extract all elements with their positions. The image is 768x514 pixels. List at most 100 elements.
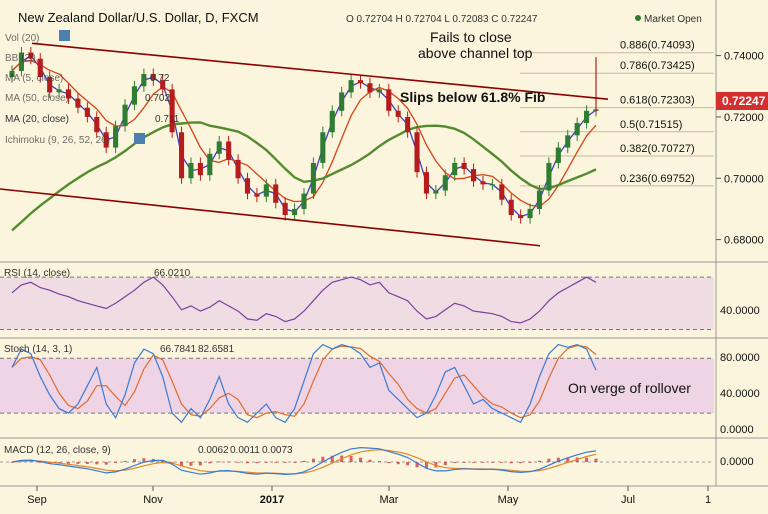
macd-hist-bar <box>556 457 560 462</box>
ma50-value: 0.702 <box>145 93 170 104</box>
ma5-label: MA (5, close) <box>5 73 63 84</box>
ma20-label: MA (20, close) <box>5 114 69 125</box>
macd-hist-bar <box>377 461 381 462</box>
channel-bottom <box>0 188 541 247</box>
x-tick-label: Sep <box>27 494 47 506</box>
eye-icon[interactable] <box>59 30 70 41</box>
candle-body <box>508 199 514 216</box>
candle-body <box>216 141 222 154</box>
candle-body <box>489 184 495 186</box>
macd-hist-bar <box>227 461 231 463</box>
candle-body <box>103 132 109 148</box>
price-tick-label: 0.70000 <box>724 173 764 185</box>
candle-body <box>188 162 194 179</box>
macd-hist-bar <box>415 462 419 468</box>
candle-body <box>131 86 138 105</box>
stoch-tick: 40.0000 <box>720 388 760 400</box>
rsi-value: 66.0210 <box>154 268 191 279</box>
candle-body <box>28 52 34 59</box>
ma5-value: 0.72 <box>150 73 170 84</box>
candle-body <box>555 147 561 163</box>
macd-hist-bar <box>198 462 202 466</box>
channel-lines <box>0 42 609 247</box>
macd-lines <box>0 446 714 476</box>
candle-body <box>273 184 279 203</box>
rsi-tick: 40.0000 <box>720 305 760 317</box>
x-tick-label: Mar <box>380 494 399 506</box>
candle-body <box>178 132 185 179</box>
macd-hist-bar <box>311 458 315 462</box>
channel-top <box>31 42 609 100</box>
price-axis <box>716 0 768 509</box>
rsi-band <box>0 276 714 330</box>
macd-hist-bar <box>48 462 52 464</box>
candle-body <box>207 153 213 176</box>
macd-hist-bar <box>321 456 325 462</box>
price-tick-label: 0.74000 <box>724 51 764 63</box>
price-badge-value: 0.72247 <box>722 94 766 108</box>
candle-body <box>367 83 373 93</box>
candle-body <box>301 193 307 209</box>
macd-hist-bar <box>406 462 410 466</box>
vol-label: Vol (20) <box>5 33 39 44</box>
ohlc-readout: O 0.72704 H 0.72704 L 0.72083 C 0.72247 <box>346 14 538 25</box>
chart-title: New Zealand Dollar/U.S. Dollar, D, FXCM <box>18 10 259 25</box>
stoch-tick: 80.0000 <box>720 352 760 364</box>
macd-hist-bar <box>359 457 363 462</box>
fib-level-label: 0.786(0.73425) <box>620 60 695 72</box>
candle-body <box>452 162 458 176</box>
candle-body <box>499 184 505 200</box>
candle-body <box>282 202 288 216</box>
fib-level-label: 0.618(0.72303) <box>620 95 695 107</box>
stoch-k-value: 66.7841 <box>160 344 197 355</box>
candle-body <box>584 110 590 124</box>
macd-hist-bar <box>396 462 400 465</box>
fib-level-label: 0.5(0.71515) <box>620 119 682 131</box>
stoch-label: Stoch (14, 3, 1) <box>4 344 72 355</box>
candle-body <box>226 141 232 160</box>
stoch-lines <box>11 343 597 424</box>
macd-label: MACD (12, 26, close, 9) <box>4 445 111 456</box>
macd-hist-bar <box>387 462 391 464</box>
rsi-band-fill <box>0 277 714 330</box>
candle-body <box>254 193 260 197</box>
ma20-value: 0.711 <box>155 114 180 125</box>
macd-hist-bar <box>368 459 372 462</box>
macd-hist-bar <box>142 458 146 462</box>
macd-tick: 0.0000 <box>720 456 754 468</box>
macd-hist-bar <box>330 455 334 462</box>
candle-body <box>348 80 354 93</box>
price-pane <box>0 0 716 262</box>
macd-hist-bar <box>245 462 249 464</box>
macd-hist-bar <box>462 462 466 463</box>
macd-hist-bar <box>274 462 278 463</box>
macd-hist-bar <box>490 462 494 463</box>
price-tick-label: 0.72000 <box>724 112 764 124</box>
price-tick-label: 0.68000 <box>724 235 764 247</box>
candle-body <box>37 58 43 78</box>
candle-body <box>414 132 420 173</box>
price-badge <box>716 92 768 110</box>
candle-body <box>150 74 156 81</box>
candle-body <box>235 159 241 179</box>
macd-hist-bar <box>67 462 71 464</box>
macd-series <box>11 446 597 476</box>
macd-hist-bar <box>500 462 504 463</box>
macd-hist-bar <box>424 462 428 469</box>
candle-body <box>75 98 81 108</box>
annotation-fails-line2: above channel top <box>418 45 533 61</box>
x-tick-label: 1 <box>705 494 711 506</box>
candle-body <box>113 126 119 148</box>
market-status-icon <box>635 15 641 21</box>
candle-body <box>329 110 335 133</box>
macd-hist-bar <box>264 462 268 463</box>
macd-hist-bar <box>114 462 118 464</box>
eye-icon[interactable] <box>134 133 145 144</box>
candle-body <box>56 89 62 93</box>
macd-value: 0.0011 <box>230 445 260 456</box>
macd-hist-bar <box>236 462 240 463</box>
candle-body <box>320 132 326 163</box>
candle-body <box>470 169 477 182</box>
macd-hist-bar <box>95 462 99 465</box>
